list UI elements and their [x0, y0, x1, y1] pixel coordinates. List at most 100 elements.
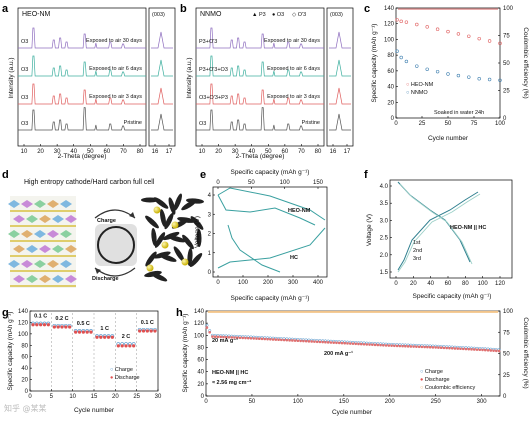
octahedron	[52, 275, 64, 283]
panel-b-peak-label: (003)	[330, 12, 343, 18]
sodium-ion	[153, 206, 161, 214]
panel-h-discharge-point	[310, 340, 313, 343]
panel-c-point	[498, 78, 502, 82]
panel-a-x-tick: 80	[137, 149, 144, 155]
octahedron	[47, 200, 59, 208]
panel-h-discharge-point	[384, 344, 388, 347]
panel-h-discharge-point	[431, 346, 435, 349]
panel-h-discharge-point	[461, 347, 465, 351]
panel-b-legend-p3: ▲ P3	[252, 12, 266, 18]
panel-g-x-tick: 5	[50, 394, 54, 400]
panel-h-x-tick: 100	[293, 399, 304, 405]
panel-b-x-tick: 70	[298, 149, 305, 155]
panel-h-discharge-point	[450, 347, 454, 350]
hard-carbon-structure	[141, 193, 204, 282]
panel-h-y2-tick: 100	[503, 309, 514, 315]
panel-h-discharge-point	[238, 336, 242, 340]
panel-h-discharge-point	[252, 337, 256, 340]
panel-b-zoom-x-tick: 17	[344, 149, 351, 155]
panel-c-point	[467, 75, 471, 79]
panel-g-y-tick: 80	[21, 343, 28, 349]
layered-cathode-structure	[8, 196, 77, 288]
panel-c-point	[399, 55, 403, 60]
panel-e-top-tick: 50	[248, 180, 255, 186]
panel-g-y-tick: 40	[21, 366, 28, 372]
panel-g-discharge-point	[132, 344, 136, 348]
panel-g-x-tick: 30	[155, 394, 162, 400]
panel-c-y2-tick: 25	[503, 89, 510, 95]
panel-h-y-tick: 40	[197, 370, 204, 376]
panel-h-discharge-point	[437, 346, 440, 349]
panel-h-discharge-point	[382, 343, 385, 347]
panel-h-discharge-point	[296, 339, 300, 343]
panel-c-x-tick: 50	[445, 121, 452, 127]
panel-h-discharge-point	[222, 335, 225, 339]
panel-a-x-tick: 30	[54, 149, 61, 155]
panel-f: f 0 20 40 60 80 100 120 1.5 2.0 2.5 3.0 3.5 4.0 HEO-…	[364, 169, 513, 300]
panel-f-ylabel: Voltage (V)	[366, 214, 373, 246]
octahedron	[21, 200, 33, 208]
panel-h-discharge-point	[379, 343, 382, 347]
carbon-sheet	[159, 254, 177, 262]
octahedron	[26, 215, 38, 223]
panel-f-x-tick: 40	[427, 281, 434, 287]
panel-g-discharge-point	[116, 344, 120, 348]
panel-h-discharge-point	[263, 337, 267, 341]
panel-c-point	[477, 36, 481, 41]
panel-a-x-tick: 60	[104, 149, 111, 155]
panel-c-ylabel2: Coulombic efficiency (%)	[522, 27, 529, 98]
panel-h-y2-tick: 75	[503, 330, 510, 336]
octahedron	[65, 275, 77, 283]
panel-b-trace-label: Exposed to air 30 days	[264, 38, 320, 44]
panel-h-discharge-point	[409, 345, 413, 348]
panel-h-discharge-point	[346, 342, 349, 345]
panel-a-trace	[18, 55, 146, 77]
octahedron	[8, 200, 20, 208]
octahedron	[34, 200, 46, 208]
octahedron	[8, 260, 20, 268]
panel-c-y2-tick: 75	[503, 34, 510, 40]
panel-g-rate-label: 1 C	[100, 326, 109, 332]
panel-h-discharge-point	[291, 339, 294, 342]
panel-c-point	[487, 39, 492, 43]
panel-h-legend-discharge: ● Discharge	[420, 377, 450, 383]
panel-g-rate-label: 0.2 C	[55, 316, 68, 322]
octahedron	[65, 245, 77, 253]
panel-h-discharge-point	[417, 345, 421, 349]
panel-e-top-tick: 100	[280, 180, 291, 186]
panel-b-ylabel: Intensity (a.u.)	[186, 57, 193, 98]
panel-h-discharge-point	[497, 349, 501, 353]
panel-h-discharge-point	[459, 347, 462, 351]
panel-h-discharge-point	[445, 346, 449, 350]
panel-a-x-tick: 20	[37, 149, 44, 155]
panel-b-trace	[196, 83, 324, 105]
panel-g: g 0 5 10 15 20 25 30 0 20 40 60 80 100 120 140 0.1 C 0.…	[2, 307, 162, 414]
octahedron	[65, 215, 77, 223]
panel-h-discharge-point	[406, 345, 410, 348]
panel-b-zoom-trace	[329, 87, 351, 105]
panel-h-discharge-point	[280, 338, 283, 342]
panel-c-y-tick: 40	[387, 85, 394, 91]
panel-h-discharge-point	[401, 344, 404, 348]
panel-h-discharge-point	[423, 345, 426, 349]
panel-h-legend-charge: ○ Charge	[420, 369, 443, 375]
panel-h-y2-tick: 50	[503, 352, 510, 358]
panel-a-zoom-trace	[151, 113, 173, 131]
panel-h-discharge-point	[277, 338, 280, 342]
panel-b-x-tick: 30	[232, 149, 239, 155]
panel-c-ylabel: Specific capacity (mAh g⁻¹)	[371, 24, 378, 103]
panel-f-x-tick: 80	[462, 281, 469, 287]
panel-g-discharge-point	[106, 335, 111, 339]
panel-c-y-tick: 140	[384, 6, 395, 12]
carbon-sheet	[182, 234, 194, 250]
panel-g-ylabel: Specific capacity (mAh g⁻¹)	[7, 312, 14, 391]
panel-h-discharge-point	[208, 330, 211, 334]
panel-c-point	[404, 20, 409, 24]
panel-g-x-tick: 15	[91, 394, 98, 400]
panel-h-discharge-point	[343, 341, 347, 345]
panel-a-x-tick: 10	[21, 149, 28, 155]
panel-h-rate2: 200 mA g⁻¹	[324, 350, 353, 357]
panel-c-point	[435, 69, 440, 74]
panel-e-x-tick: 100	[238, 280, 249, 286]
panel-h-y-tick: 0	[201, 394, 205, 400]
